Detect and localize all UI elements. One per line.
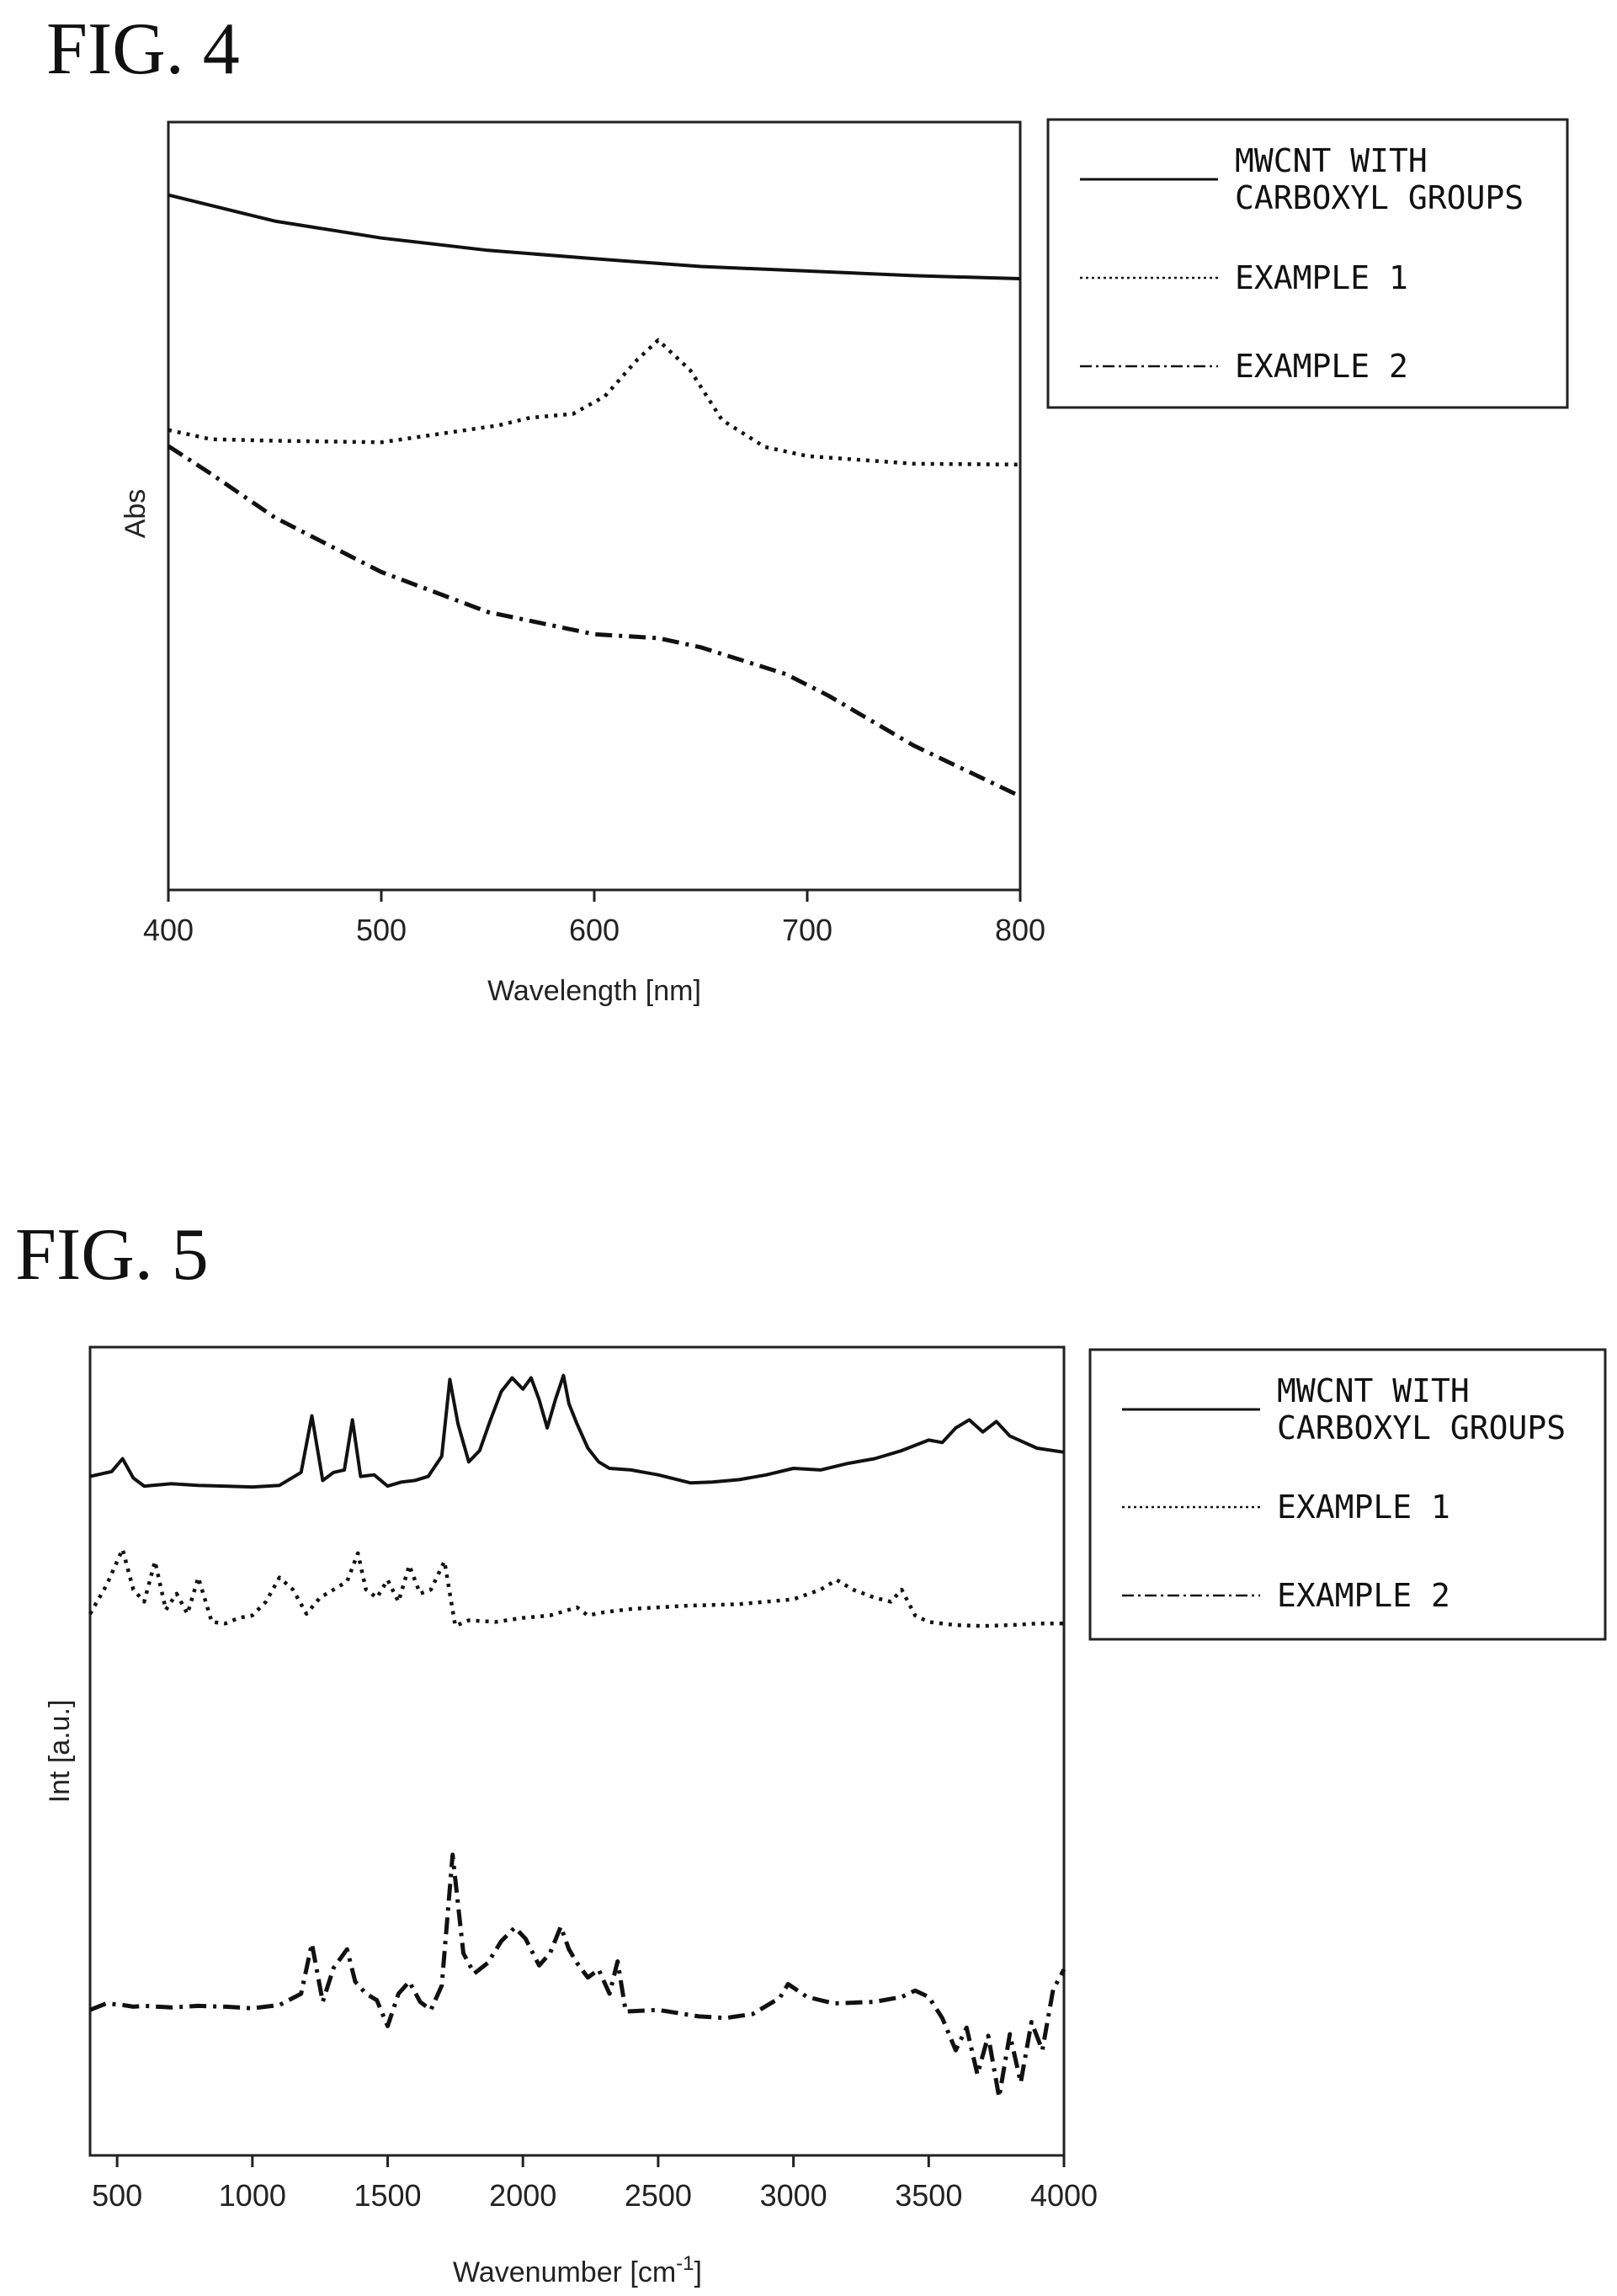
- fig4-x-axis-label: Wavelength [nm]: [487, 975, 701, 1007]
- fig4-legend-items: MWCNT WITH CARBOXYL GROUPS EXAMPLE 1 EXAMPL…: [1080, 142, 1524, 385]
- fig5-x-ticks: 500 1000 1500 2000 2500 3000 3500 4000: [92, 2155, 1098, 2213]
- fig5-series-2-line: [88, 1547, 1064, 1628]
- fig4-series-1-line: [168, 193, 1021, 280]
- fig4-legend-label: EXAMPLE 1: [1235, 259, 1408, 296]
- fig5-x-tick-label: 3500: [895, 2178, 962, 2213]
- fig5-x-axis-label-end: ]: [694, 2256, 702, 2288]
- fig4-series-3-line: [167, 444, 1022, 798]
- fig4-title: FIG. 4: [46, 8, 240, 90]
- fig4-series-2-line: [168, 338, 1021, 467]
- fig4-x-tick-label: 500: [356, 913, 407, 947]
- fig4-x-tick-label: 600: [569, 913, 620, 947]
- fig5-x-tick-label: 3000: [760, 2178, 827, 2213]
- fig5-x-tick-label: 500: [92, 2178, 142, 2213]
- fig5-legend-label: MWCNT WITH CARBOXYL GROUPS: [1277, 1372, 1566, 1446]
- fig4-legend-label: MWCNT WITH CARBOXYL GROUPS: [1235, 142, 1524, 216]
- fig4-legend: [1046, 118, 1569, 409]
- fig5-title: FIG. 5: [15, 1214, 209, 1296]
- fig5-x-axis-label-sup: -1: [676, 2252, 694, 2275]
- fig5-x-tick-label: 2000: [489, 2178, 556, 2213]
- fig5-x-tick-label: 2500: [625, 2178, 692, 2213]
- fig5-lines: [88, 1373, 1066, 2100]
- fig4-x-tick-label: 700: [782, 913, 832, 947]
- fig4-y-axis-label: Abs: [120, 489, 152, 539]
- fig5-series-1-line: [89, 1373, 1065, 1489]
- fig4-legend-label: EXAMPLE 2: [1235, 348, 1408, 385]
- fig4-lines: [167, 193, 1022, 798]
- fig5-x-tick-label: 1500: [354, 2178, 421, 2213]
- fig5-legend: [1088, 1348, 1607, 1641]
- fig5-legend-label: EXAMPLE 2: [1277, 1577, 1450, 1614]
- fig4-x-ticks: 400 500 600 700 800: [143, 890, 1045, 947]
- fig5-x-axis-label: Wavenumber [cm-1]: [453, 2252, 702, 2288]
- fig5-y-axis-label: Int [a.u.]: [44, 1700, 76, 1803]
- fig5-series-3-line: [89, 1852, 1066, 2100]
- fig5-plot-frame: [88, 1345, 1066, 2157]
- fig4-x-tick-label: 800: [995, 913, 1045, 947]
- fig5-x-tick-label: 4000: [1030, 2178, 1098, 2213]
- fig5-legend-label: EXAMPLE 1: [1277, 1489, 1450, 1526]
- fig5-x-axis-label-main: Wavenumber [cm: [453, 2256, 676, 2288]
- fig5-legend-items: MWCNT WITH CARBOXYL GROUPS EXAMPLE 1 EXAMPL…: [1122, 1372, 1566, 1614]
- fig4-x-tick-label: 400: [143, 913, 194, 947]
- fig4-chart: 400 500 600 700 800 Wavelength [nm] Abs MWCN…: [120, 118, 1569, 1007]
- fig4-plot-frame: [167, 120, 1022, 892]
- fig5-chart: 500 1000 1500 2000 2500 3000 3500 4000 Wavenumb…: [44, 1345, 1607, 2288]
- fig5-x-tick-label: 1000: [219, 2178, 286, 2213]
